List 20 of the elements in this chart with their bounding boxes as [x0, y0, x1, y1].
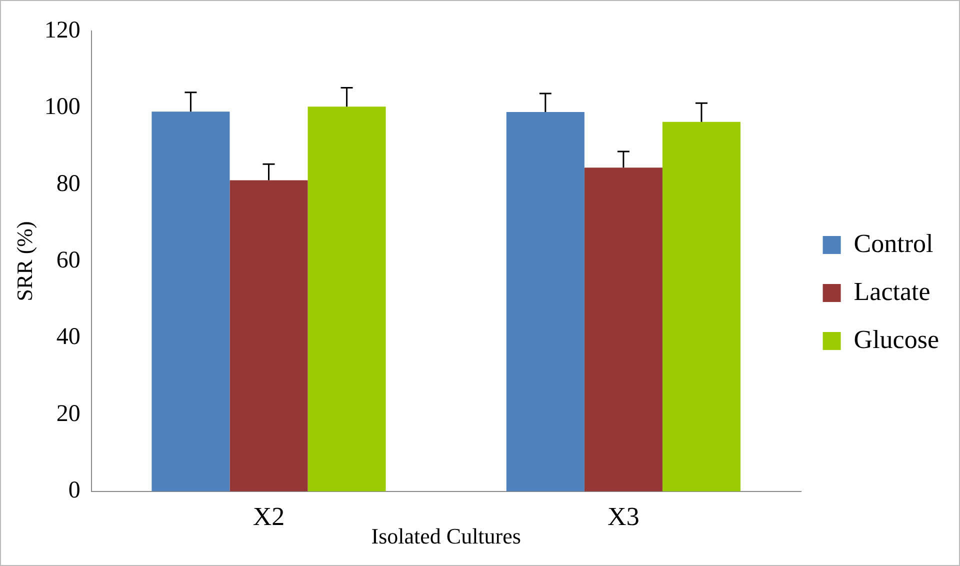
y-tick-label: 40 [56, 324, 80, 350]
y-tick-label: 120 [44, 17, 80, 44]
bar [662, 122, 741, 492]
legend-label: Control [854, 228, 934, 258]
bar [308, 106, 386, 492]
y-tick-label: 60 [56, 247, 80, 274]
legend-label: Glucose [854, 324, 940, 354]
bar [506, 112, 584, 492]
bar [584, 168, 662, 492]
y-tick-label: 20 [56, 400, 80, 427]
bar [152, 112, 230, 492]
y-axis-title: SRR (%) [12, 221, 37, 302]
y-tick-label: 0 [68, 478, 80, 504]
y-tick-label: 100 [44, 94, 80, 120]
x-tick-label: X3 [608, 502, 640, 531]
bar [230, 180, 308, 492]
x-tick-label: X2 [252, 502, 285, 531]
y-tick-label: 80 [56, 170, 80, 197]
legend-label: Lactate [854, 276, 930, 306]
x-axis-title: Isolated Cultures [371, 524, 521, 549]
